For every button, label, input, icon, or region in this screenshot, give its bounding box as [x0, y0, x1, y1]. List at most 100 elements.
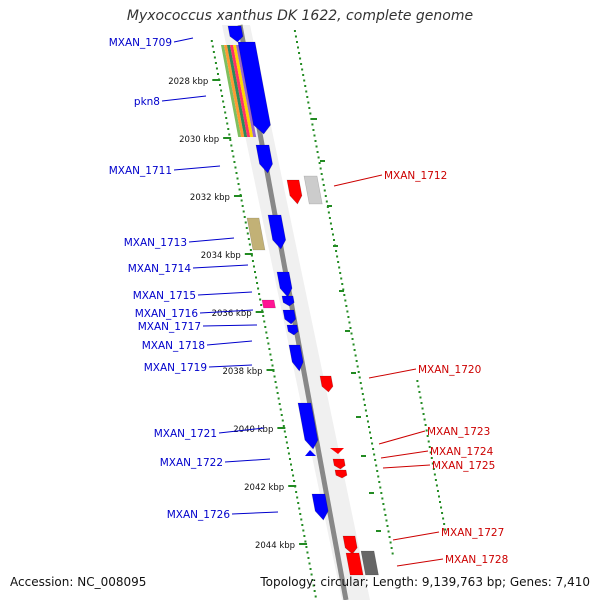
guide-dot: [357, 371, 360, 373]
guide-dot: [373, 453, 376, 456]
guide-dot: [317, 156, 320, 159]
gene-MXAN_1712: [286, 179, 303, 205]
gene-label-pkn8[interactable]: pkn8: [134, 96, 160, 108]
guide-dot: [352, 343, 355, 346]
guide-dot: [367, 426, 370, 428]
guide-dot: [364, 409, 367, 412]
domain-stripe: [236, 45, 257, 137]
label-leader: [218, 427, 265, 434]
gene-MXAN_1726: [311, 493, 329, 521]
gene-label-MXAN_1719[interactable]: MXAN_1719: [144, 362, 207, 374]
gene-MXAN_1713: [246, 217, 266, 251]
gene-pkn8: [237, 41, 271, 135]
guide-dot: [374, 459, 377, 461]
ruler-dot: [210, 40, 213, 42]
guide-dot: [419, 396, 422, 399]
guide-dot: [341, 283, 344, 285]
accession-text: Accession: NC_008095: [10, 575, 147, 589]
guide-dot: [418, 391, 421, 393]
gene-label-MXAN_1712[interactable]: MXAN_1712: [384, 170, 447, 182]
ruler-tick-label: 2034 kbp: [201, 251, 241, 261]
gene-label-MXAN_1723[interactable]: MXAN_1723: [427, 426, 490, 438]
guide-dot: [293, 30, 296, 32]
guide-dot: [310, 118, 313, 120]
gene-features: [221, 25, 379, 576]
gene-label-MXAN_1726[interactable]: MXAN_1726: [167, 509, 231, 521]
guide-dot: [323, 189, 326, 192]
ruler-tick-label: 2032 kbp: [190, 193, 230, 203]
gene-label-MXAN_1713[interactable]: MXAN_1713: [124, 237, 187, 249]
ruler-dot: [264, 326, 267, 328]
ruler-dot: [234, 166, 237, 169]
gene-MXAN_1709: [227, 25, 244, 43]
gene-label-MXAN_1717[interactable]: MXAN_1717: [138, 321, 201, 333]
ruler-dot: [215, 67, 218, 70]
gene-label-MXAN_1720[interactable]: MXAN_1720: [418, 364, 481, 376]
ruler-tick-label: 2044 kbp: [255, 541, 295, 551]
gene-label-MXAN_1722[interactable]: MXAN_1722: [160, 457, 223, 469]
ruler-dot: [312, 584, 315, 587]
gene-label-MXAN_1727[interactable]: MXAN_1727: [441, 527, 504, 539]
label-leader: [173, 37, 194, 43]
guide-dot: [349, 327, 352, 329]
label-leader: [192, 264, 249, 269]
guide-dot: [354, 354, 357, 357]
gene-MXAN_1716: [281, 295, 295, 307]
guide-dot: [430, 457, 433, 459]
gene-rna: [261, 299, 276, 309]
ruler-dot: [289, 463, 292, 466]
gene-label-MXAN_1714[interactable]: MXAN_1714: [128, 263, 192, 275]
ruler-dot: [262, 315, 265, 317]
guide-dot: [420, 402, 423, 404]
ruler-dot: [279, 408, 282, 411]
gene-label-MXAN_1724[interactable]: MXAN_1724: [430, 446, 494, 458]
guide-dot: [318, 162, 321, 164]
gene-MXAN_1723: [330, 448, 344, 454]
ruler-dot: [240, 199, 243, 202]
domain-stripe: [233, 45, 254, 137]
guide-dot: [359, 382, 362, 384]
guide-dot: [313, 134, 316, 137]
label-leader: [161, 95, 207, 102]
gene-label-MXAN_1715[interactable]: MXAN_1715: [133, 290, 196, 302]
guide-dot: [371, 442, 374, 445]
guide-dot: [307, 101, 310, 104]
guide-dot: [441, 512, 444, 514]
guide-tick: [312, 118, 317, 120]
gene-MXAN_1721: [297, 402, 319, 450]
ruler-dot: [292, 474, 295, 477]
label-leader: [188, 237, 235, 243]
guide-dot: [327, 211, 330, 214]
guide-dot: [353, 349, 356, 351]
gene-MXAN_1724: [332, 458, 346, 470]
guide-tick: [351, 372, 356, 374]
gene-label-MXAN_1721[interactable]: MXAN_1721: [154, 428, 217, 440]
label-leader: [208, 364, 253, 368]
ruler-dot: [280, 414, 283, 416]
gene-label-MXAN_1725[interactable]: MXAN_1725: [432, 460, 495, 472]
guide-dot: [360, 387, 363, 390]
gene-label-MXAN_1711[interactable]: MXAN_1711: [109, 165, 172, 177]
label-leader: [333, 174, 383, 187]
ruler-dot: [269, 353, 272, 356]
guide-dot: [417, 385, 420, 388]
ruler-dot: [276, 392, 279, 394]
guide-dot: [428, 446, 431, 448]
gene-labels: MXAN_1709 pkn8 MXAN_1711 MXAN_1713 MXAN_1714…: [109, 37, 508, 567]
ruler-tick-label: 2040 kbp: [233, 425, 273, 435]
guide-dot: [386, 525, 389, 527]
domain-stripe: [221, 45, 242, 137]
ruler-dot: [257, 287, 260, 290]
guide-dot: [433, 473, 436, 476]
ruler-dot: [260, 304, 263, 306]
ruler-dot: [295, 491, 298, 493]
ruler-dot: [297, 502, 300, 504]
ruler-dot: [246, 232, 249, 235]
ruler-dot: [245, 227, 248, 229]
ruler-dot: [213, 56, 216, 59]
gene-label-MXAN_1709[interactable]: MXAN_1709: [109, 37, 172, 49]
gene-label-MXAN_1718[interactable]: MXAN_1718: [142, 340, 205, 352]
gene-label-MXAN_1716[interactable]: MXAN_1716: [135, 308, 199, 320]
gene-label-MXAN_1728[interactable]: MXAN_1728: [445, 554, 508, 566]
